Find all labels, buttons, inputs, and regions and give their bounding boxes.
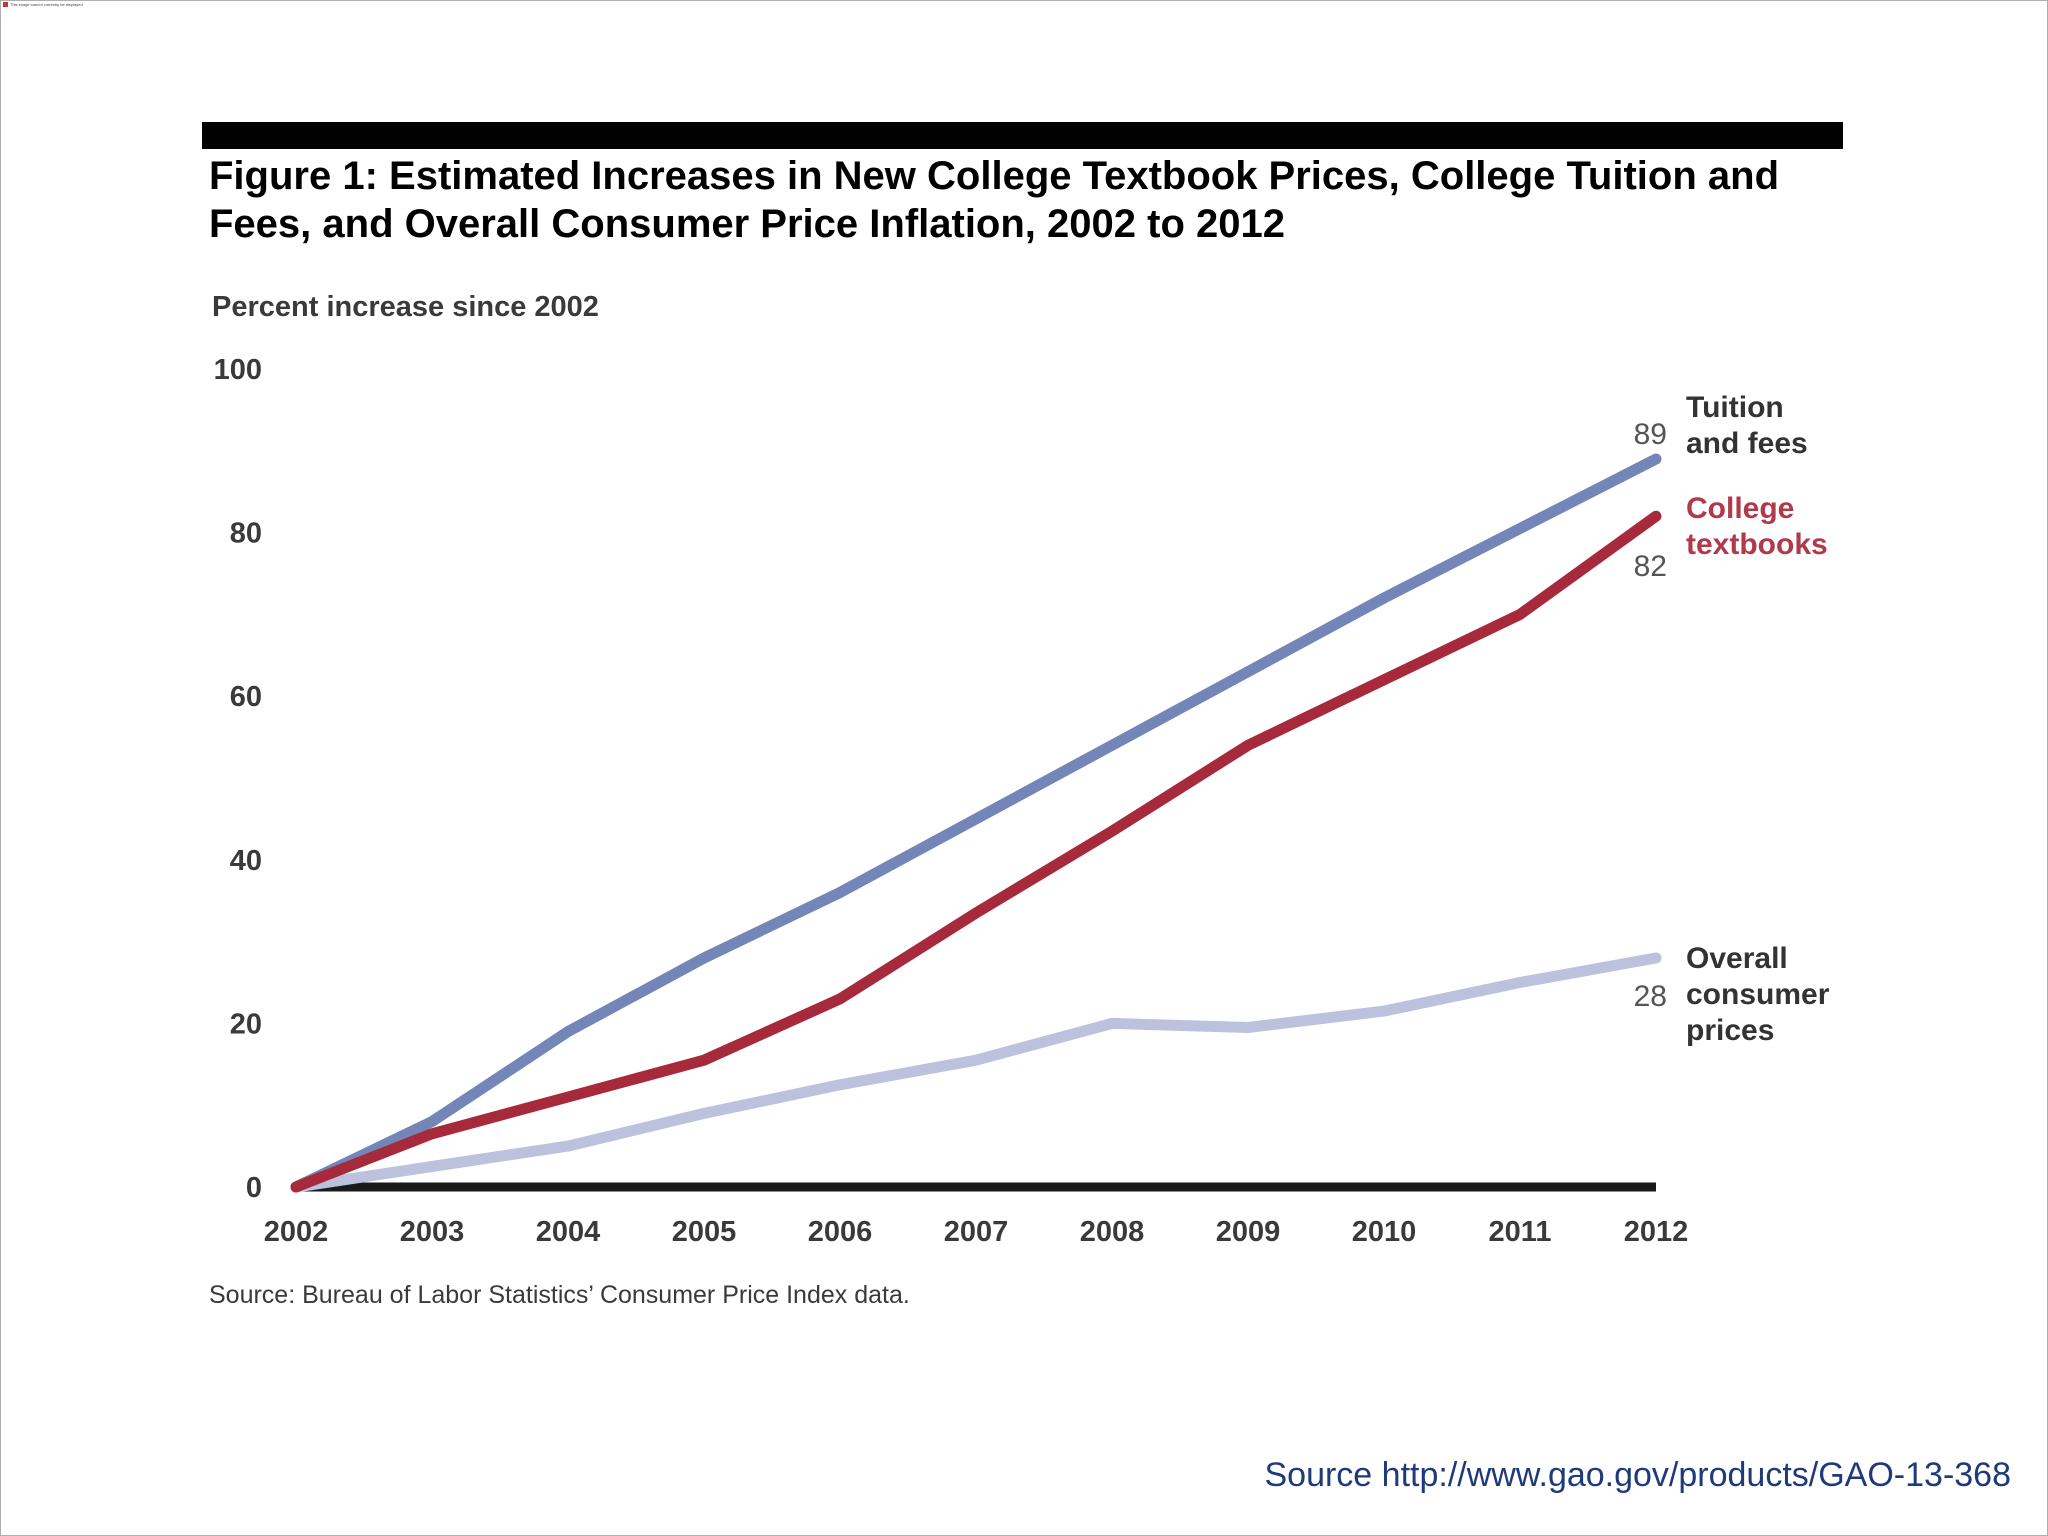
x-tick-label: 2007 xyxy=(944,1216,1009,1248)
series-label: and fees xyxy=(1686,427,1808,460)
data-point xyxy=(431,1121,433,1123)
broken-image-placeholder: This image cannot currently be displayed… xyxy=(3,2,84,7)
y-axis-label: Percent increase since 2002 xyxy=(212,291,599,323)
x-tick-label: 2006 xyxy=(808,1216,873,1248)
series-label: College xyxy=(1686,492,1794,525)
x-tick-label: 2009 xyxy=(1216,1216,1281,1248)
data-point xyxy=(1383,679,1385,681)
data-point xyxy=(975,818,977,820)
end-value-label: 89 xyxy=(1634,418,1667,451)
x-tick-label: 2008 xyxy=(1080,1216,1145,1248)
data-point xyxy=(839,1084,841,1086)
series-lines xyxy=(290,453,1662,1193)
data-point xyxy=(567,1145,569,1147)
data-point xyxy=(1111,830,1113,832)
x-tick-label: 2010 xyxy=(1352,1216,1417,1248)
data-point xyxy=(431,1166,433,1168)
page-source-link[interactable]: Source http://www.gao.gov/products/GAO-1… xyxy=(1264,1456,2011,1494)
data-point xyxy=(431,1133,433,1135)
x-tick-label: 2004 xyxy=(536,1216,601,1248)
data-point xyxy=(1383,597,1385,599)
data-point xyxy=(1111,744,1113,746)
x-tick-label: 2002 xyxy=(264,1216,329,1248)
data-point xyxy=(1655,458,1657,460)
data-point xyxy=(1247,1026,1249,1028)
x-tick-label: 2003 xyxy=(400,1216,465,1248)
y-axis-ticks: 0 20 40 60 80 100 xyxy=(214,354,262,1204)
data-point xyxy=(703,957,705,959)
data-point xyxy=(703,1112,705,1114)
data-point xyxy=(839,998,841,1000)
data-point xyxy=(567,1031,569,1033)
series-line-0 xyxy=(290,453,1662,1193)
chart-source-note: Source: Bureau of Labor Statistics’ Cons… xyxy=(209,1281,910,1309)
broken-image-icon xyxy=(3,2,8,7)
data-point xyxy=(1247,671,1249,673)
y-tick-label: 100 xyxy=(214,354,262,386)
series-label: Tuition xyxy=(1686,391,1784,424)
data-point xyxy=(703,1059,705,1061)
figure-title: Figure 1: Estimated Increases in New Col… xyxy=(209,154,1779,246)
data-point xyxy=(1519,613,1521,615)
data-point xyxy=(1655,515,1657,517)
data-point xyxy=(975,1059,977,1061)
y-tick-label: 20 xyxy=(230,1008,262,1040)
series-line-1 xyxy=(290,510,1662,1193)
x-tick-label: 2011 xyxy=(1489,1216,1552,1248)
x-tick-label: 2012 xyxy=(1624,1216,1689,1248)
series-line-2 xyxy=(290,952,1662,1193)
x-axis-ticks: 2002 2003 2004 2005 2006 2007 2008 2009 2010 2011… xyxy=(264,1216,1689,1248)
data-point xyxy=(839,892,841,894)
broken-image-text: This image cannot currently be displayed… xyxy=(10,2,84,7)
series-label: textbooks xyxy=(1686,528,1828,561)
data-point xyxy=(1655,957,1657,959)
end-value-label: 82 xyxy=(1634,550,1667,583)
y-tick-label: 60 xyxy=(230,681,262,713)
data-point xyxy=(1383,1010,1385,1012)
series-label: Overall xyxy=(1686,942,1788,975)
data-point xyxy=(567,1096,569,1098)
title-bar xyxy=(202,122,1843,149)
end-value-label: 28 xyxy=(1634,980,1667,1013)
data-point xyxy=(1111,1022,1113,1024)
data-point xyxy=(1519,982,1521,984)
data-point xyxy=(1247,744,1249,746)
x-tick-label: 2005 xyxy=(672,1216,737,1248)
data-point xyxy=(295,1186,297,1188)
y-tick-label: 80 xyxy=(230,518,262,550)
data-point xyxy=(1519,528,1521,530)
data-point xyxy=(975,912,977,914)
y-tick-label: 40 xyxy=(230,845,262,877)
y-tick-label: 0 xyxy=(246,1172,262,1204)
series-label: prices xyxy=(1686,1014,1774,1047)
series-label: consumer xyxy=(1686,978,1830,1011)
